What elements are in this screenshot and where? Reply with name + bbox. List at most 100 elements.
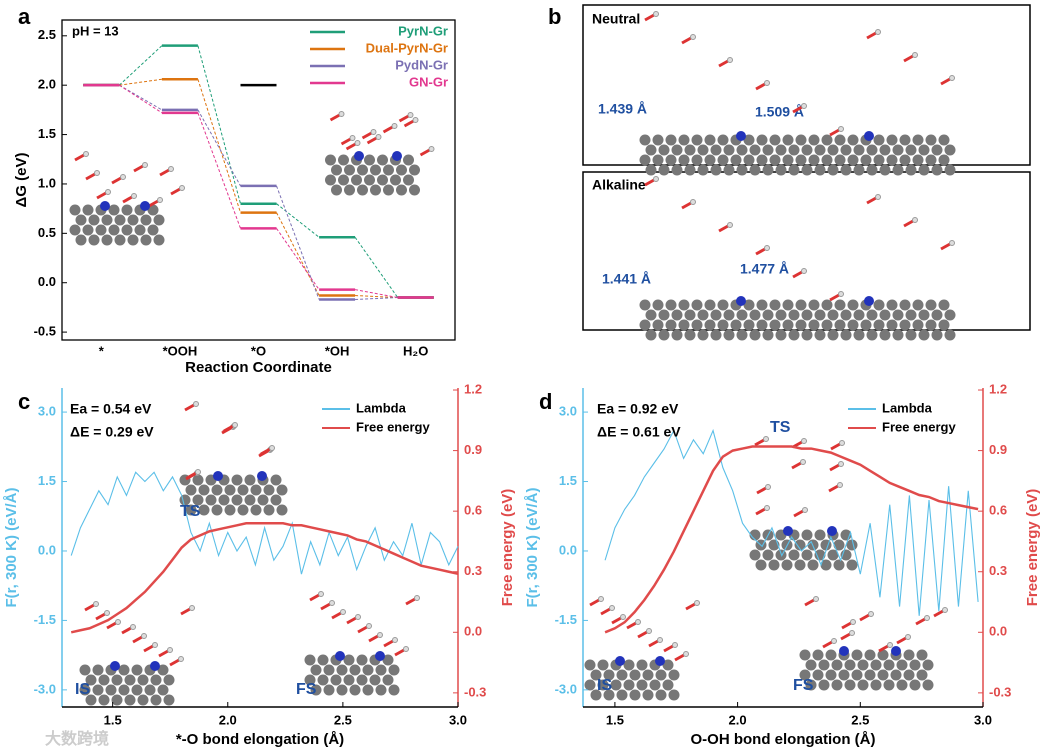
atom (355, 614, 361, 620)
atom (769, 319, 781, 331)
atom (827, 549, 839, 561)
atom (83, 151, 89, 157)
atom (764, 505, 770, 511)
atom (645, 329, 657, 341)
atom (590, 689, 602, 701)
y-tick-label: 2.0 (38, 77, 56, 92)
atom (768, 559, 780, 571)
atom (100, 201, 110, 211)
y2-tick-label: 0.6 (464, 503, 482, 518)
atom (821, 134, 833, 146)
atom (931, 309, 943, 321)
watermark: 大数跨境 (45, 729, 109, 748)
atom (338, 174, 349, 186)
atom (736, 329, 748, 341)
atom (749, 164, 761, 176)
atom (827, 144, 839, 156)
annotation: FS (793, 677, 814, 694)
water (159, 168, 170, 177)
atom (115, 619, 121, 625)
atom (623, 659, 635, 671)
water (260, 447, 271, 456)
atom (864, 649, 876, 661)
atom (781, 559, 793, 571)
water (403, 119, 415, 128)
atom (903, 649, 915, 661)
atom (868, 611, 874, 617)
water (394, 648, 405, 657)
water (828, 484, 839, 493)
atom (801, 529, 813, 541)
atom (743, 154, 755, 166)
y-tick-label: 0.5 (38, 225, 56, 240)
water (346, 616, 357, 625)
atom (211, 504, 223, 516)
water (320, 602, 331, 611)
atom (727, 57, 733, 63)
atom (610, 679, 622, 691)
atom (357, 164, 368, 176)
water (329, 113, 341, 122)
atom (840, 309, 852, 321)
y-tick-label: -1.5 (34, 612, 56, 627)
atom (147, 224, 159, 236)
atom (812, 649, 824, 661)
water (896, 636, 907, 645)
panel-letter: a (18, 4, 31, 29)
atom (853, 164, 865, 176)
atom (665, 134, 677, 146)
y2-tick-label: 0.6 (989, 503, 1007, 518)
atom (814, 529, 826, 541)
atom (765, 484, 771, 490)
atom (257, 494, 269, 506)
atom (925, 299, 937, 311)
atom (244, 494, 256, 506)
y-axis-label: F(r, 300 K) (eV/Å) (524, 487, 541, 607)
atom (805, 659, 817, 671)
atom (710, 144, 722, 156)
atom (684, 164, 696, 176)
atom (800, 459, 806, 465)
atom (167, 647, 173, 653)
water (345, 142, 357, 151)
atom (152, 642, 158, 648)
atom (794, 539, 806, 551)
water (405, 597, 416, 606)
atom (396, 184, 407, 196)
atom (668, 689, 680, 701)
atom (79, 684, 91, 696)
atom (88, 234, 100, 246)
atom (788, 549, 800, 561)
atom (603, 689, 615, 701)
atom (250, 484, 262, 496)
atom (749, 309, 761, 321)
atom (887, 642, 893, 648)
atom (883, 679, 895, 691)
atom (412, 117, 419, 123)
atom (905, 309, 917, 321)
atom (108, 204, 120, 216)
atom (250, 504, 262, 516)
atom (153, 214, 165, 226)
atom (847, 154, 859, 166)
connector (197, 109, 241, 187)
atom (662, 679, 674, 691)
atom (749, 329, 761, 341)
atom (691, 134, 703, 146)
atom (95, 224, 107, 236)
atom (150, 661, 160, 671)
atom (370, 129, 377, 135)
atom (237, 484, 249, 496)
water (804, 598, 815, 607)
connector (119, 78, 162, 86)
atom (801, 438, 807, 444)
atom (111, 694, 123, 706)
atom (782, 319, 794, 331)
atom (114, 214, 126, 226)
connector (197, 79, 241, 213)
atom (736, 296, 746, 306)
atom (232, 422, 238, 428)
atom (639, 154, 651, 166)
atom (69, 224, 81, 236)
atom (205, 494, 217, 506)
